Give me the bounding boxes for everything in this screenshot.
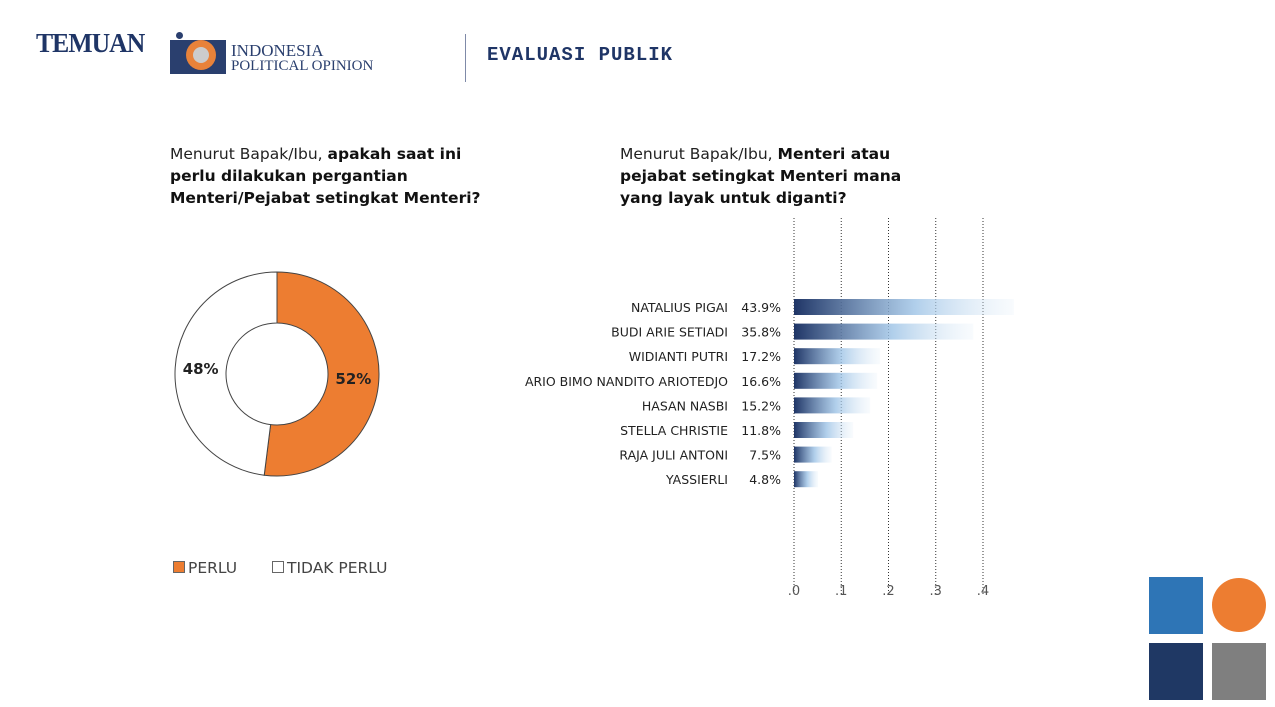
bar	[794, 323, 974, 340]
bar	[794, 299, 1014, 315]
donut-slice-perlu	[263, 271, 380, 477]
category-label: ARIO BIMO NANDITO ARIOTEDJO	[525, 374, 728, 389]
legend-swatch-perlu	[173, 561, 185, 573]
x-tick-label: .3	[930, 584, 942, 599]
brand-text: TEMUAN	[36, 28, 145, 58]
donut-label: 48%	[183, 360, 219, 378]
question-1-bold: apakah saat ini perlu dilakukan perganti…	[170, 145, 481, 207]
category-label: YASSIERLI	[665, 472, 728, 487]
donut-slice-tidak-perlu	[174, 271, 278, 476]
section-title: EVALUASI PUBLIK	[487, 44, 674, 66]
x-tick-label: .4	[977, 584, 989, 599]
logo-dot	[176, 32, 183, 39]
question-2-plain: Menurut Bapak/Ibu,	[620, 145, 778, 163]
value-label: 16.6%	[741, 374, 781, 389]
decor-circle-orange	[1212, 578, 1266, 632]
bar	[794, 471, 819, 488]
bar	[794, 446, 832, 463]
question-2: Menurut Bapak/Ibu, Menteri atau pejabat …	[620, 143, 920, 209]
question-2-bold: Menteri atau pejabat setingkat Menteri m…	[620, 145, 902, 207]
value-label: 7.5%	[749, 448, 781, 463]
value-label: 35.8%	[741, 325, 781, 340]
decor-square-gray	[1212, 643, 1266, 700]
donut-label: 52%	[335, 370, 371, 388]
donut-chart: 52% 48%	[174, 271, 380, 477]
category-label: BUDI ARIE SETIADI	[611, 325, 728, 340]
category-label: WIDIANTI PUTRI	[629, 349, 728, 364]
x-tick-label: .0	[788, 584, 800, 599]
decor-square-navy	[1149, 643, 1203, 700]
bar	[794, 348, 881, 365]
category-label: NATALIUS PIGAI	[631, 300, 728, 315]
org-name-line1: INDONESIA	[231, 41, 324, 60]
category-label: STELLA CHRISTIE	[620, 423, 728, 438]
bar-chart: .0 .1 .2 .3 .4 NATALIUS PIGAI 43.9% BUDI ARIE S…	[525, 218, 1014, 599]
value-label: 17.2%	[741, 349, 781, 364]
legend-tidak-perlu: TIDAK PERLU	[272, 559, 388, 577]
logo-ring-inner	[193, 47, 209, 63]
legend-label: PERLU	[188, 559, 238, 577]
category-label: HASAN NASBI	[642, 398, 728, 413]
category-label: RAJA JULI ANTONI	[619, 448, 728, 463]
value-label: 15.2%	[741, 398, 781, 413]
org-name-line2: POLITICAL OPINION	[231, 58, 374, 74]
bar	[794, 422, 854, 438]
bar	[794, 397, 871, 414]
value-label: 43.9%	[741, 300, 781, 315]
legend-swatch-tidak-perlu	[272, 561, 284, 573]
legend-label: TIDAK PERLU	[287, 559, 388, 577]
question-1: Menurut Bapak/Ibu, apakah saat ini perlu…	[170, 143, 500, 209]
x-tick-label: .2	[882, 584, 894, 599]
bar	[794, 372, 878, 389]
x-tick-label: .1	[835, 584, 847, 599]
question-1-plain: Menurut Bapak/Ibu,	[170, 145, 328, 163]
decor-square-blue	[1149, 577, 1203, 634]
value-label: 4.8%	[749, 472, 781, 487]
legend-perlu: PERLU	[173, 559, 237, 577]
value-label: 11.8%	[741, 423, 781, 438]
header-divider	[465, 34, 466, 82]
